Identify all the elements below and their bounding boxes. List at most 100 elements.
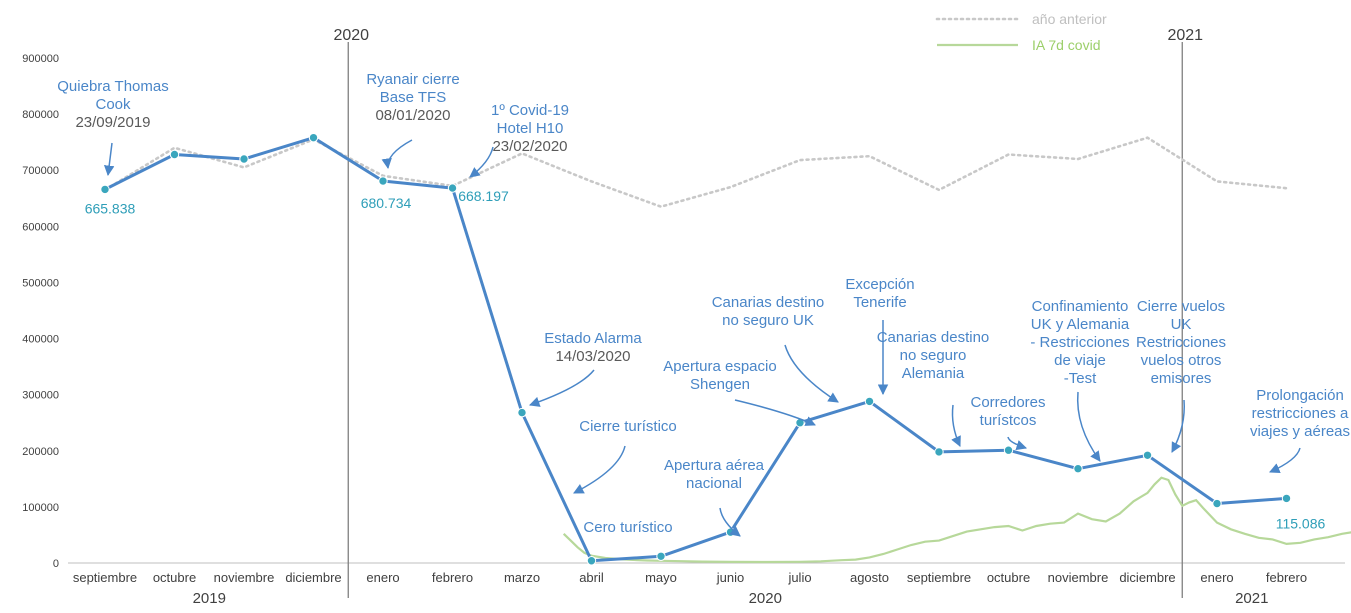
- previous-year-line: [103, 136, 1288, 209]
- y-tick-label: 200000: [22, 446, 59, 458]
- annotation-arrow: [951, 404, 961, 447]
- annotation-text: vuelos otros: [1141, 352, 1222, 369]
- main-series-line: [104, 136, 1287, 563]
- x-tick-label: octubre: [153, 570, 196, 585]
- x-tick-label: febrero: [432, 570, 473, 585]
- annotation-text: Corredores: [970, 394, 1045, 411]
- x-tick-label: marzo: [504, 570, 540, 585]
- x-tick-label: noviembre: [1048, 570, 1109, 585]
- annotation-text: Hotel H10: [497, 120, 564, 137]
- data-point: [725, 527, 736, 537]
- annotation-text: Excepción: [845, 276, 914, 293]
- x-tick-label: abril: [579, 570, 604, 585]
- annotation-text: Ryanair cierre: [366, 71, 459, 88]
- annotation-text: turístcos: [980, 412, 1037, 429]
- x-tick-label: octubre: [987, 570, 1030, 585]
- annotation-arrow: [529, 369, 595, 407]
- annotation-text: Confinamiento: [1032, 298, 1129, 315]
- annotation-arrow: [103, 142, 115, 177]
- year-separator-label: 2020: [333, 27, 369, 44]
- data-point: [1142, 450, 1153, 460]
- annotation-arrow: [381, 139, 413, 170]
- data-point: [100, 184, 110, 195]
- data-point: [378, 176, 388, 186]
- y-tick-label: 0: [53, 558, 59, 570]
- x-tick-label: diciembre: [285, 570, 341, 585]
- data-point: [934, 447, 944, 457]
- annotation-text: nacional: [686, 475, 742, 492]
- annotation-text: Cierre vuelos: [1137, 298, 1225, 315]
- year-group-label: 2019: [193, 590, 226, 607]
- annotation-date: 23/09/2019: [75, 114, 150, 131]
- data-point: [308, 132, 319, 143]
- annotation-text: emisores: [1151, 370, 1212, 387]
- legend-label-covid: IA 7d covid: [1032, 37, 1101, 53]
- annotation-text: Base TFS: [380, 89, 446, 106]
- covid-incidence-line: [562, 476, 1351, 564]
- x-tick-label: enero: [366, 570, 399, 585]
- x-tick-label: febrero: [1266, 570, 1307, 585]
- value-label: 115.086: [1276, 515, 1326, 531]
- x-tick-label: noviembre: [214, 570, 275, 585]
- annotation-arrow: [1076, 391, 1101, 462]
- value-label: 680.734: [361, 195, 412, 211]
- annotation-arrow: [734, 399, 816, 426]
- y-tick-label: 600000: [22, 221, 59, 233]
- annotation-text: Cierre turístico: [579, 418, 677, 435]
- y-tick-label: 300000: [22, 390, 59, 402]
- data-point: [1073, 464, 1083, 474]
- annotation-text: viajes y aéreas: [1250, 423, 1350, 440]
- x-tick-label: septiembre: [907, 570, 971, 585]
- data-point: [1281, 493, 1292, 504]
- annotation-text: Estado Alarma: [544, 330, 642, 347]
- annotation-text: no seguro UK: [722, 312, 814, 329]
- y-tick-label: 500000: [22, 277, 59, 289]
- y-tick-label: 700000: [22, 165, 59, 177]
- annotation-arrow: [784, 344, 839, 403]
- data-point: [1003, 445, 1014, 455]
- annotation-arrow: [719, 507, 741, 537]
- data-point: [1212, 498, 1222, 509]
- year-group-label: 2020: [749, 590, 782, 607]
- x-tick-label: enero: [1200, 570, 1233, 585]
- annotation-text: Apertura aérea: [664, 457, 765, 474]
- annotation-arrow: [1171, 399, 1185, 453]
- x-tick-label: septiembre: [73, 570, 137, 585]
- annotation-text: restricciones a: [1252, 405, 1349, 422]
- x-tick-label: junio: [716, 570, 744, 585]
- annotation-text: Cero turístico: [583, 519, 672, 536]
- x-tick-label: mayo: [645, 570, 677, 585]
- annotation-text: Cook: [95, 96, 131, 113]
- y-tick-label: 800000: [22, 109, 59, 121]
- year-group-label: 2021: [1235, 590, 1268, 607]
- annotation-arrow: [1269, 447, 1301, 473]
- annotation-text: de viaje: [1054, 352, 1106, 369]
- y-tick-label: 100000: [22, 502, 59, 514]
- data-point: [169, 149, 180, 160]
- annotation-text: UK: [1171, 316, 1192, 333]
- annotation-text: Apertura espacio: [663, 358, 776, 375]
- annotation-text: UK y Alemania: [1031, 316, 1130, 333]
- annotation-date: 08/01/2020: [375, 107, 450, 124]
- annotation-text: Shengen: [690, 376, 750, 393]
- x-tick-label: julio: [787, 570, 811, 585]
- annotation-text: Alemania: [902, 365, 965, 382]
- annotation-text: Canarias destino: [712, 294, 825, 311]
- y-tick-label: 400000: [22, 334, 59, 346]
- data-point: [864, 396, 875, 407]
- annotation-arrow: [469, 146, 494, 178]
- annotation-text: 1º Covid-19: [491, 102, 569, 119]
- annotation-arrow: [1007, 436, 1027, 451]
- annotation-date: 23/02/2020: [492, 138, 567, 155]
- data-point: [656, 551, 666, 561]
- annotation-text: - Restricciones: [1030, 334, 1129, 351]
- annotation-text: Tenerife: [853, 294, 906, 311]
- legend-label-previous-year: año anterior: [1032, 11, 1107, 27]
- year-separator-label: 2021: [1167, 27, 1203, 44]
- data-point: [239, 154, 249, 164]
- data-point: [586, 556, 597, 566]
- annotation-text: Prolongación: [1256, 387, 1344, 404]
- annotation-arrow: [573, 445, 626, 494]
